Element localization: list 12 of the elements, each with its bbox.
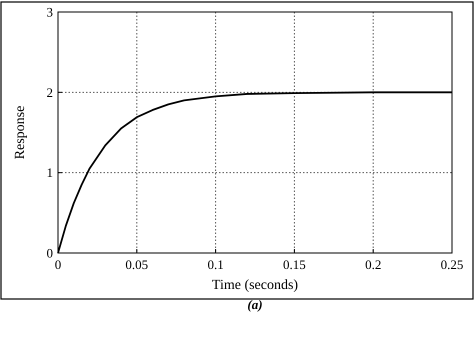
y-tick-label: 0 — [46, 246, 53, 261]
y-tick-label: 3 — [46, 4, 53, 20]
x-tick-label: 0.05 — [125, 257, 148, 272]
text: (a) — [247, 297, 263, 312]
x-tick-label: 0.25 — [440, 257, 464, 272]
y-tick-label: 2 — [46, 84, 53, 100]
x-axis-title: Time (seconds) — [212, 278, 298, 293]
x-tick-label: 0.2 — [365, 257, 382, 272]
x-tick-label: 0.15 — [283, 257, 306, 272]
y-tick-label: 1 — [46, 165, 53, 180]
y-axis-title: Response — [13, 106, 28, 160]
x-tick-label: 0.1 — [207, 257, 224, 272]
